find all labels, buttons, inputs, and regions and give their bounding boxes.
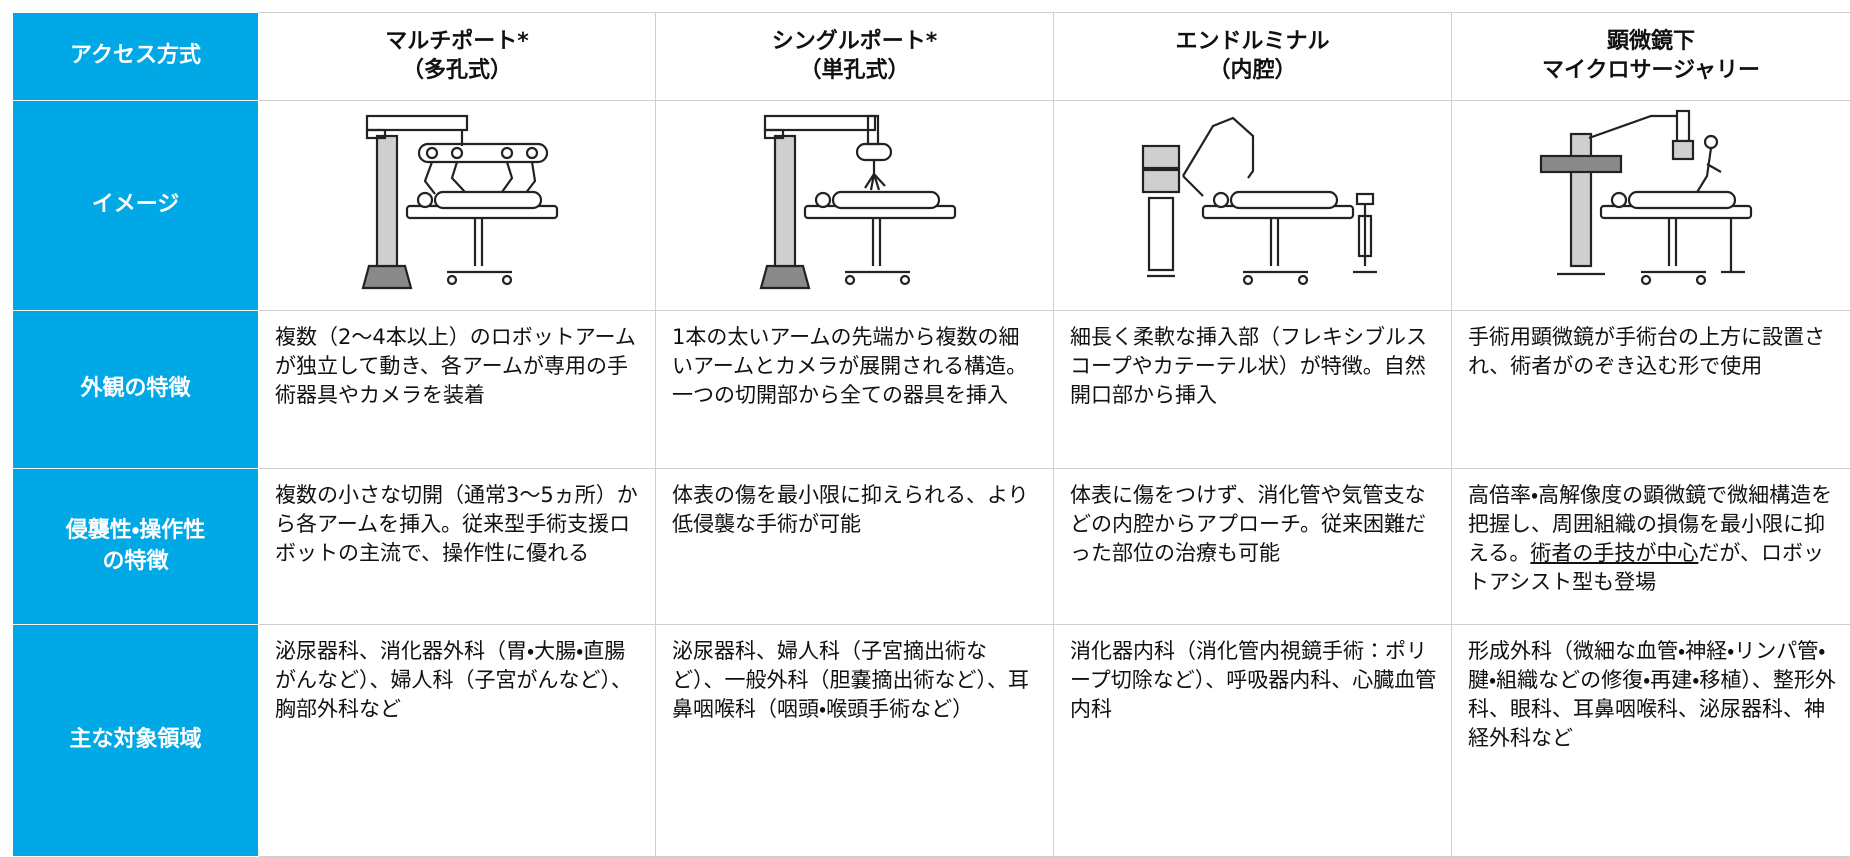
cell: 泌尿器科、婦人科（子宮摘出術など）、一般外科（胆嚢摘出術など）、耳鼻咽喉科（咽頭… xyxy=(656,625,1054,857)
column-header: マルチポート* （多孔式） xyxy=(259,13,656,101)
row-label: 侵襲性・操作性の特徴 xyxy=(13,469,259,625)
header-label: アクセス方式 xyxy=(13,13,259,101)
image-cell xyxy=(656,101,1054,311)
column-header-line: （多孔式） xyxy=(402,58,512,83)
image-cell xyxy=(1452,101,1850,311)
row-label-line: の特徴 xyxy=(102,549,168,574)
column-header-line: マイクロサージャリー xyxy=(1542,58,1760,83)
column-header: シングルポート* （単孔式） xyxy=(656,13,1054,101)
row-label: イメージ xyxy=(13,101,259,311)
cell: 体表に傷をつけず、消化管や気管支などの内腔からアプローチ。従来困難だった部位の治… xyxy=(1054,469,1452,625)
row-label-line: 侵襲性・操作性 xyxy=(66,518,205,543)
column-header-line: シングルポート* xyxy=(772,29,938,54)
row-label: 主な対象領域 xyxy=(13,625,259,857)
comparison-table: アクセス方式 マルチポート* （多孔式） シングルポート* （単孔式） エンドルミナ… xyxy=(12,12,1850,857)
microsurgery-illustration xyxy=(1501,106,1801,298)
underlined-text: 術者の手技が中心 xyxy=(1530,541,1698,565)
cell: 形成外科（微細な血管・神経・リンパ管・腱・組織などの修復・再建・移植）、整形外科… xyxy=(1452,625,1850,857)
table-row: 外観の特徴 複数（2～4本以上）のロボットアームが独立して動き、各アームが専用の… xyxy=(13,311,1850,469)
column-header-line: エンドルミナル xyxy=(1175,29,1329,54)
cell: 複数の小さな切開（通常3～5ヵ所）から各アームを挿入。従来型手術支援ロボットの主… xyxy=(259,469,656,625)
cell: 細長く柔軟な挿入部（フレキシブルスコープやカテーテル状）が特徴。自然開口部から挿… xyxy=(1054,311,1452,469)
column-header-line: （単孔式） xyxy=(799,58,909,83)
column-header-line: 顕微鏡下 xyxy=(1607,29,1695,54)
column-header-line: マルチポート* xyxy=(385,29,529,54)
row-label: 外観の特徴 xyxy=(13,311,259,469)
cell: 体表の傷を最小限に抑えられる、より低侵襲な手術が可能 xyxy=(656,469,1054,625)
singleport-illustration xyxy=(705,106,1005,298)
column-header: 顕微鏡下マイクロサージャリー xyxy=(1452,13,1850,101)
cell: 消化器内科（消化管内視鏡手術：ポリープ切除など）、呼吸器内科、心臓血管内科 xyxy=(1054,625,1452,857)
cell: 手術用顕微鏡が手術台の上方に設置され、術者がのぞき込む形で使用 xyxy=(1452,311,1850,469)
image-cell xyxy=(1054,101,1452,311)
image-cell xyxy=(259,101,656,311)
image-row: イメージ xyxy=(13,101,1850,311)
multiport-illustration xyxy=(307,106,607,298)
cell: 高倍率・高解像度の顕微鏡で微細構造を把握し、周囲組織の損傷を最小限に抑える。術者… xyxy=(1452,469,1850,625)
table-row: 侵襲性・操作性の特徴 複数の小さな切開（通常3～5ヵ所）から各アームを挿入。従来… xyxy=(13,469,1850,625)
endoluminal-illustration xyxy=(1103,106,1403,298)
column-header-line: （内腔） xyxy=(1208,58,1296,83)
column-header: エンドルミナル （内腔） xyxy=(1054,13,1452,101)
cell: 1本の太いアームの先端から複数の細いアームとカメラが展開される構造。一つの切開部… xyxy=(656,311,1054,469)
header-row: アクセス方式 マルチポート* （多孔式） シングルポート* （単孔式） エンドルミナ… xyxy=(13,13,1850,101)
table-row: 主な対象領域 泌尿器科、消化器外科（胃・大腸・直腸がんなど）、婦人科（子宮がんな… xyxy=(13,625,1850,857)
cell: 複数（2～4本以上）のロボットアームが独立して動き、各アームが専用の手術器具やカ… xyxy=(259,311,656,469)
cell: 泌尿器科、消化器外科（胃・大腸・直腸がんなど）、婦人科（子宮がんなど）、胸部外科… xyxy=(259,625,656,857)
